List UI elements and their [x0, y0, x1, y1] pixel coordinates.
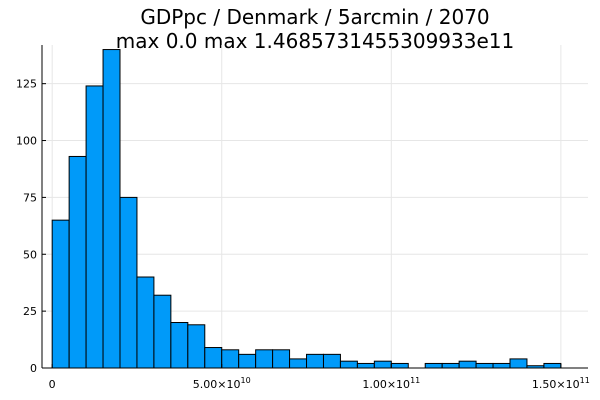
histogram-bar-22	[424, 362, 443, 369]
histogram-bar-20	[390, 362, 409, 369]
y-tick-label-0: 0	[30, 362, 37, 375]
histogram-bar-17	[339, 360, 358, 369]
histogram-bar-13	[272, 349, 291, 369]
y-tick-label-3: 75	[23, 191, 37, 204]
x-tick-exponent-1: 10	[241, 376, 251, 385]
histogram-bar-2	[85, 85, 104, 369]
y-tick-label-5: 125	[16, 78, 37, 91]
histogram-bar-15	[306, 353, 324, 369]
histogram-bar-25	[475, 362, 494, 369]
x-tick-label-2: 1.00×1011	[362, 376, 420, 391]
histogram-bar-5	[136, 276, 155, 369]
x-tick-label-0: 0	[49, 378, 56, 391]
histogram-bar-7	[170, 322, 189, 369]
histogram-bar-10	[221, 349, 240, 369]
x-tick-exponent-2: 11	[410, 376, 420, 385]
histogram-bar-11	[238, 353, 257, 369]
histogram-bars	[51, 49, 562, 369]
histogram-bar-3	[102, 49, 121, 369]
x-tick-label-1: 5.00×1010	[193, 376, 251, 391]
y-tick-label-4: 100	[16, 135, 37, 148]
histogram-bar-16	[322, 353, 341, 369]
histogram-bar-6	[153, 294, 172, 369]
histogram-bar-1	[68, 155, 87, 369]
x-tick-label-3: 1.50×1011	[532, 376, 590, 391]
histogram-bar-8	[187, 324, 206, 369]
histogram-bar-12	[255, 349, 274, 369]
histogram-bar-4	[119, 196, 138, 369]
histogram-bar-0	[51, 219, 70, 369]
x-axis-ticks: 0 5.00×1010 1.00×1011 1.50×1011	[49, 364, 590, 391]
histogram-bar-23	[441, 362, 460, 369]
axes	[41, 45, 588, 369]
chart-title-line-2: max 0.0 max 1.4685731455309933e11	[116, 29, 514, 53]
chart-title-line-1: GDPpc / Denmark / 5arcmin / 2070	[140, 5, 489, 29]
histogram-bar-27	[509, 358, 528, 369]
histogram-bar-18	[356, 362, 375, 369]
histogram-bar-29	[543, 362, 562, 369]
x-tick-exponent-3: 11	[580, 376, 590, 385]
histogram-bar-26	[492, 362, 511, 369]
histogram-bar-24	[458, 360, 477, 369]
histogram-bar-9	[204, 347, 223, 369]
y-tick-label-1: 25	[23, 305, 37, 318]
histogram-bar-14	[289, 358, 308, 369]
y-axis-ticks: 0 25 50 75 100 125	[16, 78, 46, 375]
histogram-bar-19	[373, 360, 392, 369]
y-tick-label-2: 50	[23, 248, 37, 261]
